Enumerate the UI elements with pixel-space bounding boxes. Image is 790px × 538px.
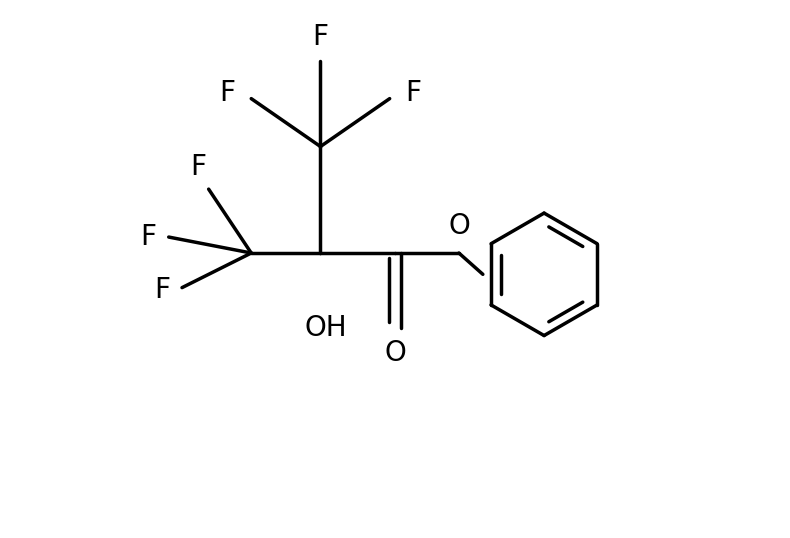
Text: F: F: [313, 23, 329, 52]
Text: O: O: [384, 339, 406, 367]
Text: F: F: [190, 153, 206, 181]
Text: F: F: [141, 223, 156, 251]
Text: F: F: [154, 277, 170, 305]
Text: F: F: [220, 79, 235, 107]
Text: O: O: [448, 213, 470, 240]
Text: OH: OH: [304, 314, 347, 342]
Text: F: F: [405, 79, 422, 107]
